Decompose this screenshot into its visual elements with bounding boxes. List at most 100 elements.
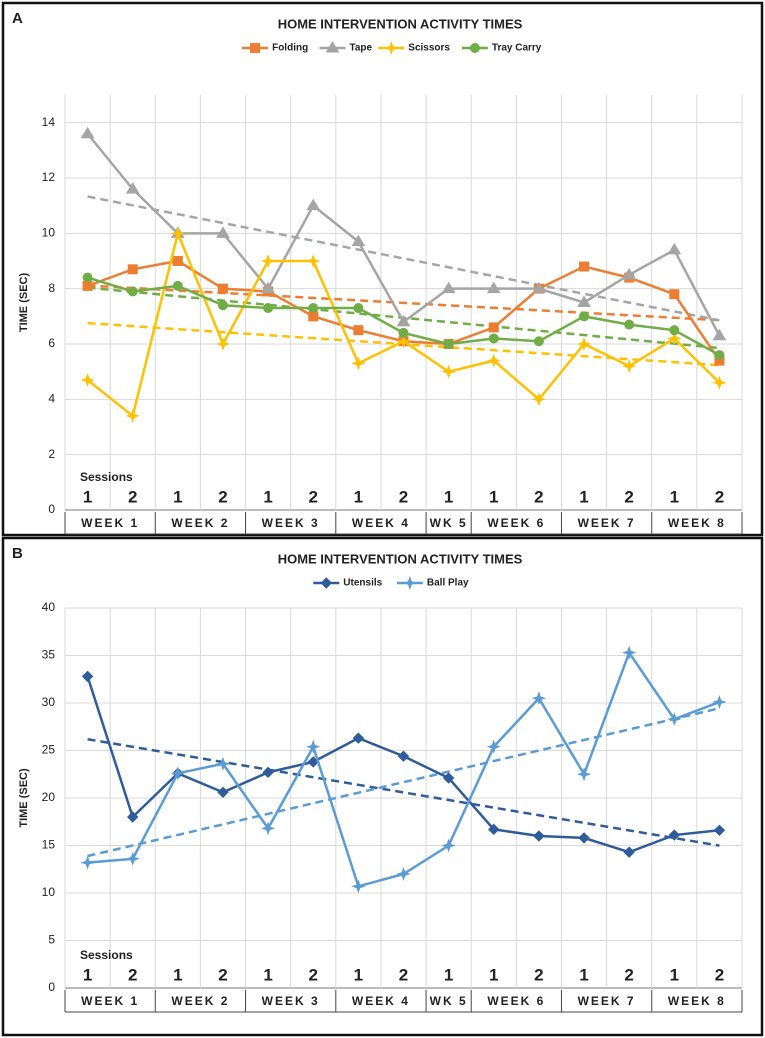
x-tick-label: 1 [173,487,182,506]
data-point [215,756,230,771]
week-label: WEEK 2 [171,994,229,1008]
x-tick-label: 2 [715,487,724,506]
x-tick-label: 1 [263,487,272,506]
data-point [713,824,726,837]
x-tick-label: 2 [624,487,633,506]
week-label: WEEK 8 [668,994,726,1008]
data-point [261,253,276,269]
y-tick-label: 20 [42,790,56,804]
data-point [579,311,590,322]
data-point [531,691,546,706]
data-point [170,226,185,241]
trend-line [87,707,720,858]
y-tick-label: 14 [42,115,56,129]
data-point [82,272,93,283]
data-point [441,281,456,294]
y-axis-label: TIME (SEC) [18,273,30,333]
week-label: WEEK 3 [262,994,320,1008]
sessions-label: Sessions [80,470,133,484]
data-point [353,325,364,336]
x-tick-label: 2 [218,487,227,506]
x-tick-label: 2 [534,487,543,506]
trend-line [87,737,720,847]
data-point [215,336,230,352]
data-point [126,811,139,823]
week-label: WEEK 2 [171,516,229,530]
week-label: WEEK 1 [81,516,139,530]
week-label: WEEK 7 [578,516,636,530]
data-point [533,336,544,347]
data-point [623,846,635,858]
x-tick-label: 1 [354,487,363,506]
y-tick-label: 0 [48,502,55,516]
x-tick-label: 1 [670,965,679,984]
y-tick-label: 10 [42,226,56,240]
data-point [306,739,321,754]
legend-marker [384,40,399,56]
y-tick-label: 25 [42,743,56,757]
data-point [441,838,456,853]
data-point [172,280,183,291]
data-point [80,372,95,387]
data-point [306,253,321,269]
x-tick-label: 1 [173,965,182,984]
data-point [82,280,93,291]
data-point [261,281,275,294]
week-label: WEEK 4 [352,516,410,530]
data-point [712,695,727,710]
x-tick-label: 2 [399,487,408,506]
data-point [622,267,637,280]
data-point [533,830,545,842]
data-point [351,879,366,894]
data-point [442,772,455,784]
panel-label: B [12,545,23,562]
y-axis-label: TIME (SEC) [18,768,30,828]
week-label: WEEK 8 [668,516,726,530]
data-point [217,786,229,799]
x-tick-label: 1 [444,965,453,984]
data-point [216,226,230,238]
trend-line [87,195,720,322]
data-point [308,303,319,314]
data-point [306,198,321,211]
data-point [127,286,138,297]
data-point [624,319,635,330]
week-label: WK 5 [430,516,468,530]
data-point [353,303,364,314]
chart-title: HOME INTERVENTION ACTIVITY TIMES [278,16,523,31]
data-point [486,353,501,368]
data-point [668,829,681,841]
data-point [577,295,591,307]
x-tick-label: 1 [579,965,588,984]
legend-marker [325,41,340,53]
week-label: WK 5 [430,994,468,1008]
data-point [263,303,274,314]
week-label: WEEK 7 [578,994,636,1008]
data-point [396,334,411,349]
data-point [351,234,366,247]
data-point [396,866,411,882]
legend-label: Tray Carry [492,43,542,54]
x-tick-label: 1 [579,487,588,506]
data-point [712,375,727,390]
data-point [579,261,590,272]
legend-marker [402,575,417,591]
x-tick-label: 2 [218,965,227,984]
legend-label: Scissors [408,43,450,54]
data-point [486,281,501,294]
y-tick-label: 8 [48,281,55,295]
legend-label: Tape [350,43,373,54]
data-point [622,359,637,374]
data-point [262,766,274,779]
week-label: WEEK 6 [487,516,545,530]
legend-marker [250,43,261,53]
x-tick-label: 2 [715,965,724,984]
data-point [125,408,140,423]
data-point [261,821,276,836]
x-tick-label: 2 [399,965,408,984]
x-tick-label: 1 [670,487,679,506]
panel-label: A [12,10,23,27]
data-point [170,766,185,781]
data-point [488,333,499,344]
y-tick-label: 12 [42,170,56,184]
